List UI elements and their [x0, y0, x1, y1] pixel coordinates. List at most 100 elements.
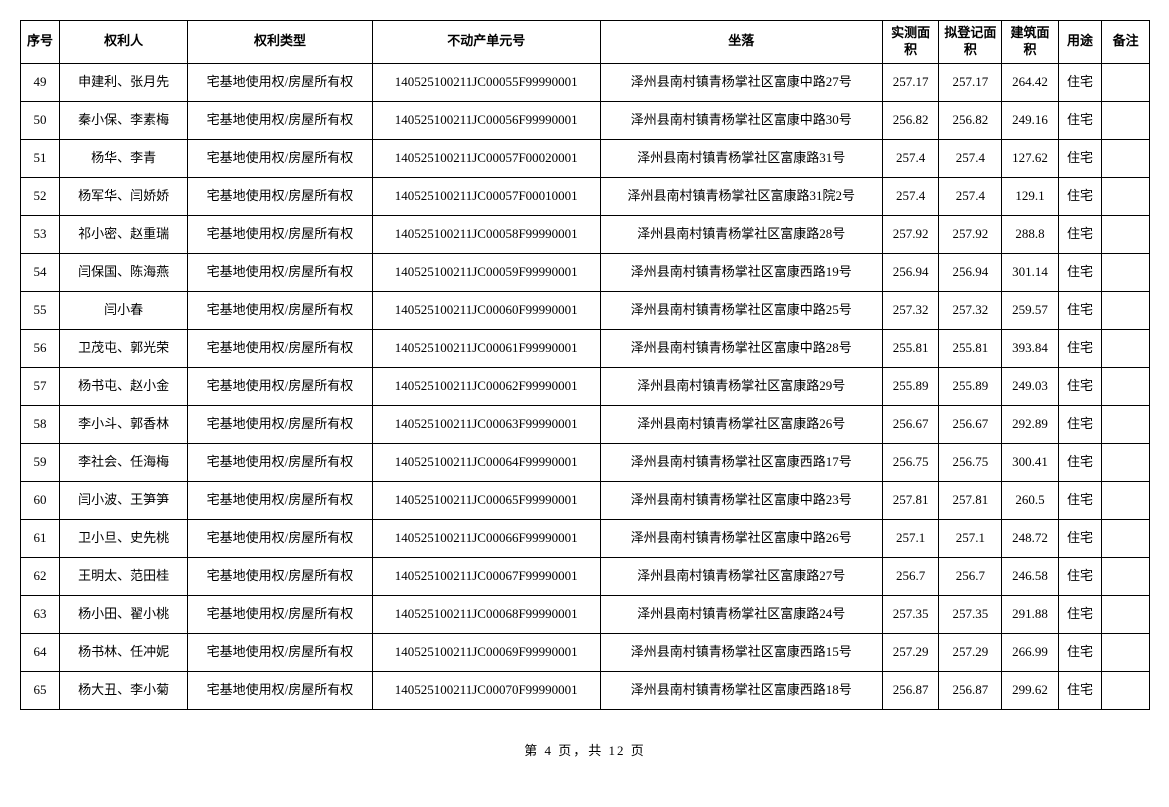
cell-owner: 祁小密、赵重瑞 — [60, 215, 188, 253]
cell-location: 泽州县南村镇青杨掌社区富康路26号 — [600, 405, 882, 443]
cell-building-area: 266.99 — [1002, 633, 1058, 671]
cell-location: 泽州县南村镇青杨掌社区富康西路17号 — [600, 443, 882, 481]
cell-measured-area: 256.82 — [882, 101, 938, 139]
cell-unit: 140525100211JC00065F99990001 — [372, 481, 600, 519]
cell-unit: 140525100211JC00061F99990001 — [372, 329, 600, 367]
cell-measured-area: 257.1 — [882, 519, 938, 557]
cell-note — [1102, 101, 1150, 139]
cell-building-area: 264.42 — [1002, 63, 1058, 101]
cell-owner: 秦小保、李素梅 — [60, 101, 188, 139]
cell-location: 泽州县南村镇青杨掌社区富康中路27号 — [600, 63, 882, 101]
cell-note — [1102, 557, 1150, 595]
cell-measured-area: 257.4 — [882, 139, 938, 177]
cell-building-area: 249.16 — [1002, 101, 1058, 139]
cell-seq: 58 — [21, 405, 60, 443]
cell-use: 住宅 — [1058, 671, 1101, 709]
cell-seq: 62 — [21, 557, 60, 595]
cell-registered-area: 257.32 — [939, 291, 1002, 329]
cell-registered-area: 255.89 — [939, 367, 1002, 405]
cell-building-area: 292.89 — [1002, 405, 1058, 443]
cell-registered-area: 257.81 — [939, 481, 1002, 519]
table-row: 62王明太、范田桂宅基地使用权/房屋所有权140525100211JC00067… — [21, 557, 1150, 595]
cell-use: 住宅 — [1058, 519, 1101, 557]
cell-use: 住宅 — [1058, 443, 1101, 481]
header-building-area: 建筑面积 — [1002, 21, 1058, 64]
cell-type: 宅基地使用权/房屋所有权 — [188, 63, 373, 101]
property-table: 序号 权利人 权利类型 不动产单元号 坐落 实测面积 拟登记面积 建筑面积 用途… — [20, 20, 1150, 710]
cell-use: 住宅 — [1058, 557, 1101, 595]
cell-unit: 140525100211JC00060F99990001 — [372, 291, 600, 329]
cell-location: 泽州县南村镇青杨掌社区富康路29号 — [600, 367, 882, 405]
cell-unit: 140525100211JC00056F99990001 — [372, 101, 600, 139]
cell-owner: 申建利、张月先 — [60, 63, 188, 101]
table-row: 51杨华、李青宅基地使用权/房屋所有权140525100211JC00057F0… — [21, 139, 1150, 177]
cell-registered-area: 256.7 — [939, 557, 1002, 595]
cell-note — [1102, 215, 1150, 253]
cell-owner: 闫保国、陈海燕 — [60, 253, 188, 291]
cell-unit: 140525100211JC00062F99990001 — [372, 367, 600, 405]
table-row: 65杨大丑、李小菊宅基地使用权/房屋所有权140525100211JC00070… — [21, 671, 1150, 709]
cell-owner: 杨书屯、赵小金 — [60, 367, 188, 405]
cell-note — [1102, 671, 1150, 709]
cell-use: 住宅 — [1058, 139, 1101, 177]
cell-location: 泽州县南村镇青杨掌社区富康路28号 — [600, 215, 882, 253]
cell-building-area: 260.5 — [1002, 481, 1058, 519]
cell-type: 宅基地使用权/房屋所有权 — [188, 405, 373, 443]
cell-use: 住宅 — [1058, 595, 1101, 633]
cell-note — [1102, 633, 1150, 671]
cell-type: 宅基地使用权/房屋所有权 — [188, 519, 373, 557]
cell-seq: 50 — [21, 101, 60, 139]
cell-measured-area: 256.67 — [882, 405, 938, 443]
cell-location: 泽州县南村镇青杨掌社区富康中路30号 — [600, 101, 882, 139]
cell-use: 住宅 — [1058, 329, 1101, 367]
cell-type: 宅基地使用权/房屋所有权 — [188, 443, 373, 481]
cell-building-area: 248.72 — [1002, 519, 1058, 557]
header-seq: 序号 — [21, 21, 60, 64]
cell-measured-area: 257.81 — [882, 481, 938, 519]
cell-location: 泽州县南村镇青杨掌社区富康中路28号 — [600, 329, 882, 367]
table-row: 63杨小田、翟小桃宅基地使用权/房屋所有权140525100211JC00068… — [21, 595, 1150, 633]
cell-note — [1102, 481, 1150, 519]
cell-registered-area: 256.75 — [939, 443, 1002, 481]
cell-type: 宅基地使用权/房屋所有权 — [188, 101, 373, 139]
cell-type: 宅基地使用权/房屋所有权 — [188, 671, 373, 709]
cell-type: 宅基地使用权/房屋所有权 — [188, 481, 373, 519]
table-row: 55闫小春宅基地使用权/房屋所有权140525100211JC00060F999… — [21, 291, 1150, 329]
cell-use: 住宅 — [1058, 367, 1101, 405]
cell-seq: 60 — [21, 481, 60, 519]
cell-seq: 56 — [21, 329, 60, 367]
cell-owner: 李小斗、郭香林 — [60, 405, 188, 443]
cell-owner: 王明太、范田桂 — [60, 557, 188, 595]
header-registered-area: 拟登记面积 — [939, 21, 1002, 64]
cell-owner: 杨小田、翟小桃 — [60, 595, 188, 633]
cell-location: 泽州县南村镇青杨掌社区富康西路15号 — [600, 633, 882, 671]
cell-seq: 64 — [21, 633, 60, 671]
header-note: 备注 — [1102, 21, 1150, 64]
cell-unit: 140525100211JC00070F99990001 — [372, 671, 600, 709]
cell-note — [1102, 367, 1150, 405]
table-row: 60闫小波、王笋笋宅基地使用权/房屋所有权140525100211JC00065… — [21, 481, 1150, 519]
header-type: 权利类型 — [188, 21, 373, 64]
table-body: 49申建利、张月先宅基地使用权/房屋所有权140525100211JC00055… — [21, 63, 1150, 709]
cell-registered-area: 256.94 — [939, 253, 1002, 291]
cell-location: 泽州县南村镇青杨掌社区富康路27号 — [600, 557, 882, 595]
cell-unit: 140525100211JC00059F99990001 — [372, 253, 600, 291]
header-owner: 权利人 — [60, 21, 188, 64]
cell-registered-area: 257.92 — [939, 215, 1002, 253]
cell-type: 宅基地使用权/房屋所有权 — [188, 595, 373, 633]
cell-location: 泽州县南村镇青杨掌社区富康中路23号 — [600, 481, 882, 519]
cell-seq: 59 — [21, 443, 60, 481]
cell-registered-area: 256.87 — [939, 671, 1002, 709]
cell-owner: 杨书林、任冲妮 — [60, 633, 188, 671]
cell-owner: 杨华、李青 — [60, 139, 188, 177]
table-row: 57杨书屯、赵小金宅基地使用权/房屋所有权140525100211JC00062… — [21, 367, 1150, 405]
cell-building-area: 246.58 — [1002, 557, 1058, 595]
cell-registered-area: 257.4 — [939, 177, 1002, 215]
cell-measured-area: 256.94 — [882, 253, 938, 291]
cell-measured-area: 255.81 — [882, 329, 938, 367]
cell-building-area: 259.57 — [1002, 291, 1058, 329]
cell-unit: 140525100211JC00066F99990001 — [372, 519, 600, 557]
cell-registered-area: 256.82 — [939, 101, 1002, 139]
cell-seq: 57 — [21, 367, 60, 405]
cell-seq: 49 — [21, 63, 60, 101]
